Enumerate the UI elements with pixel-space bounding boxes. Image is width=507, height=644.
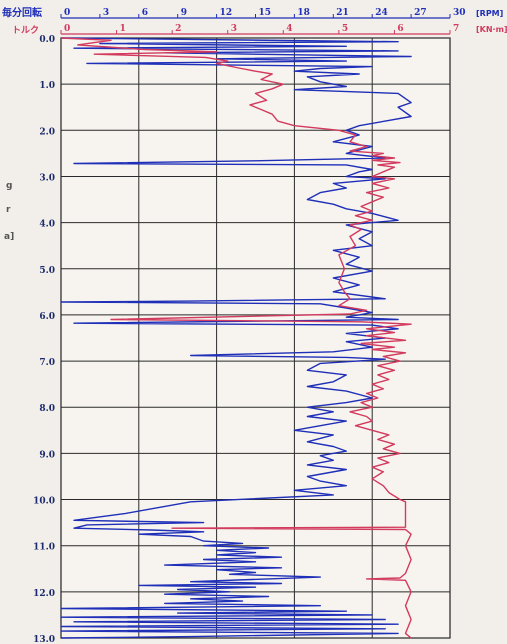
side-marks: g r a] bbox=[4, 181, 14, 242]
axis-tick-label: 15 bbox=[259, 8, 272, 18]
axis-tick-label: 27 bbox=[414, 8, 427, 18]
rpm-ticks: 0 3 6 9 12 15 18 21 24 27 30 bbox=[60, 8, 466, 18]
axis-tick-label: 4 bbox=[286, 24, 292, 34]
depth-tick-label: 4.0 bbox=[39, 220, 55, 230]
depth-tick-label: 7.0 bbox=[39, 358, 55, 368]
rpm-axis-header: 毎分回転 [RPM] 0 3 6 9 12 15 18 21 24 27 30 bbox=[2, 6, 503, 19]
rpm-axis-label: 毎分回転 bbox=[2, 6, 42, 19]
depth-tick-label: 12.0 bbox=[33, 589, 55, 599]
axis-tick-label: 7 bbox=[453, 24, 459, 34]
series-line-torque bbox=[60, 37, 412, 639]
grid bbox=[61, 37, 450, 639]
axis-tick-label: 0 bbox=[64, 24, 70, 34]
depth-tick-label: 11.0 bbox=[33, 543, 55, 553]
depth-tick-label: 6.0 bbox=[39, 312, 55, 322]
axis-tick-label: 21 bbox=[336, 8, 349, 18]
rpm-axis-unit: [RPM] bbox=[476, 9, 503, 18]
axis-tick-label: 5 bbox=[342, 24, 348, 34]
axis-tick-label: 0 bbox=[64, 8, 70, 18]
axis-tick-label: 3 bbox=[231, 24, 237, 34]
axis-tick-label: 6 bbox=[397, 24, 403, 34]
axis-tick-label: 24 bbox=[375, 8, 388, 18]
torque-axis-unit: [KN·m] bbox=[476, 25, 507, 34]
depth-ticks: 0.0 1.0 2.0 3.0 4.0 5.0 6.0 7.0 8.0 9.0 10.0 11.0 12… bbox=[33, 35, 55, 644]
depth-tick-label: 9.0 bbox=[39, 450, 55, 460]
torque-axis-header: トルク [KN·m] 0 1 2 3 4 5 6 7 bbox=[12, 24, 507, 36]
torque-ticks: 0 1 2 3 4 5 6 7 bbox=[60, 24, 459, 34]
axis-tick-label: 3 bbox=[103, 8, 109, 18]
torque-axis-label: トルク bbox=[12, 25, 39, 36]
series-layer bbox=[60, 37, 412, 639]
axis-tick-label: 18 bbox=[297, 8, 310, 18]
axis-tick-label: 30 bbox=[453, 8, 466, 18]
depth-tick-label: 2.0 bbox=[39, 127, 55, 137]
side-mark: g bbox=[6, 181, 12, 191]
axis-tick-label: 12 bbox=[220, 8, 233, 18]
axis-tick-label: 9 bbox=[181, 8, 187, 18]
depth-tick-label: 1.0 bbox=[39, 81, 55, 91]
depth-tick-label: 5.0 bbox=[39, 266, 55, 276]
depth-tick-label: 3.0 bbox=[39, 173, 55, 183]
depth-tick-label: 0.0 bbox=[39, 35, 55, 45]
axis-tick-label: 2 bbox=[175, 24, 181, 34]
axis-tick-label: 1 bbox=[120, 24, 126, 34]
depth-tick-label: 10.0 bbox=[33, 497, 55, 507]
axis-tick-label: 6 bbox=[142, 8, 148, 18]
series-line-rpm bbox=[60, 37, 412, 639]
side-mark: a] bbox=[4, 232, 14, 242]
depth-tick-label: 13.0 bbox=[33, 635, 55, 644]
side-mark: r bbox=[6, 205, 11, 215]
depth-tick-label: 8.0 bbox=[39, 404, 55, 414]
